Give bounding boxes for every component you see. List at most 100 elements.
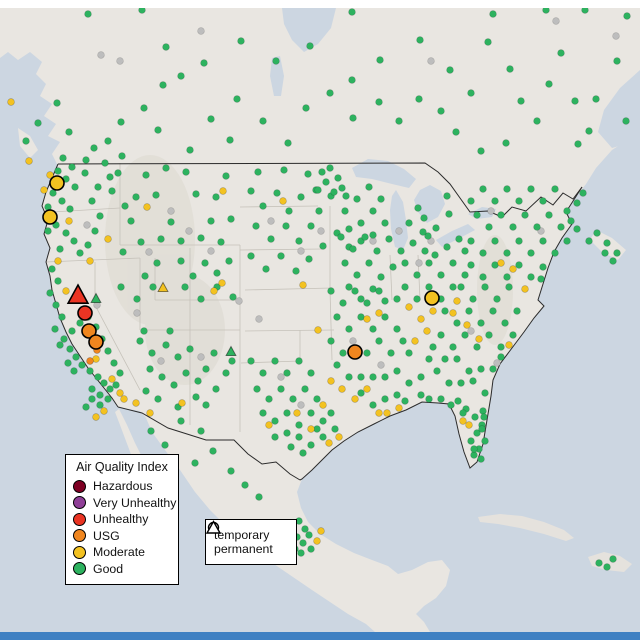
aqi-station-dot-good bbox=[88, 385, 96, 393]
aqi-station-dot-moderate bbox=[325, 439, 333, 447]
aqi-station-dot-good bbox=[515, 237, 523, 245]
aqi-station-dot-good bbox=[505, 283, 513, 291]
aqi-station-dot-good bbox=[283, 409, 291, 417]
aqi-station-dot-good bbox=[82, 403, 90, 411]
aqi-station-dot-good bbox=[421, 247, 429, 255]
aqi-station-dot-moderate bbox=[65, 217, 73, 225]
aqi-station-dot-moderate bbox=[40, 186, 48, 194]
aqi-station-dot-good bbox=[51, 325, 59, 333]
aqi-station-dot-good bbox=[34, 119, 42, 127]
aqi-station-dot-good bbox=[453, 319, 461, 327]
aqi-station-dot-good bbox=[489, 10, 497, 18]
aqi-legend-title: Air Quality Index bbox=[76, 460, 168, 474]
aqi-station-triangle-moderate bbox=[157, 281, 169, 293]
aqi-station-dot-good bbox=[609, 257, 617, 265]
aqi-station-dot-good bbox=[485, 223, 493, 231]
aqi-station-dot-usg bbox=[86, 357, 94, 365]
aqi-station-dot-good bbox=[162, 43, 170, 51]
aqi-station-dot-good bbox=[217, 238, 225, 246]
aqi-station-dot-good bbox=[132, 193, 140, 201]
aqi-station-dot-good bbox=[381, 313, 389, 321]
aqi-station-dot-good bbox=[469, 295, 477, 303]
aqi-station-dot-good bbox=[437, 271, 445, 279]
aqi-station-dot-moderate bbox=[497, 259, 505, 267]
aqi-station-dot-good bbox=[375, 98, 383, 106]
aqi-station-dot-good bbox=[127, 217, 135, 225]
aqi-station-dot-good bbox=[601, 249, 609, 257]
aqi-station-dot-good bbox=[137, 238, 145, 246]
aqi-station-dot-good bbox=[166, 327, 174, 335]
lake-huron bbox=[414, 185, 445, 223]
aqi-station-dot-good bbox=[88, 197, 96, 205]
aqi-station-dot-good bbox=[318, 168, 326, 176]
aqi-station-dot-good bbox=[307, 441, 315, 449]
aqi-station-dot-good bbox=[345, 325, 353, 333]
aqi-station-dot-good bbox=[425, 355, 433, 363]
aqi-station-dot-good bbox=[94, 373, 102, 381]
aqi-station-dot-good bbox=[326, 89, 334, 97]
aqi-station-dot-good bbox=[345, 373, 353, 381]
aqi-station-dot-good bbox=[443, 243, 451, 251]
aqi-station-dot-moderate bbox=[92, 413, 100, 421]
aqi-station-dot-good bbox=[375, 337, 383, 345]
aqi-station-dot-good bbox=[517, 97, 525, 105]
aqi-station-dot-good bbox=[177, 237, 185, 245]
aqi-station-dot-good bbox=[136, 337, 144, 345]
aqi-station-dot-good bbox=[341, 259, 349, 267]
aqi-station-dot-good bbox=[66, 345, 74, 353]
aqi-station-dot-good bbox=[186, 146, 194, 154]
aqi-station-dot-good bbox=[189, 272, 197, 280]
aqi-station-dot-moderate bbox=[363, 315, 371, 323]
aqi-station-dot-good bbox=[461, 331, 469, 339]
aqi-station-dot-good bbox=[142, 171, 150, 179]
aqi-station-dot-good bbox=[82, 156, 90, 164]
aqi-station-dot-good bbox=[267, 235, 275, 243]
aqi-station-dot-good bbox=[539, 263, 547, 271]
hazardous-swatch bbox=[73, 479, 86, 493]
aqi-station-dot-good bbox=[177, 72, 185, 80]
aqi-station-dot-good bbox=[106, 385, 114, 393]
aqi-station-dot-good bbox=[377, 195, 385, 203]
aqi-station-dot-good bbox=[446, 66, 454, 74]
aqi-station-dot-good bbox=[479, 407, 487, 415]
aqi-station-dot-good bbox=[459, 409, 467, 417]
aqi-station-dot-good bbox=[227, 467, 235, 475]
aqi-station-dot-good bbox=[292, 267, 300, 275]
aqi-station-dot-good bbox=[307, 222, 315, 230]
aqi-station-dot-good bbox=[345, 283, 353, 291]
aqi-station-dot-moderate bbox=[338, 385, 346, 393]
aqi-station-dot-good bbox=[401, 283, 409, 291]
triangle-marker-icon bbox=[206, 520, 221, 534]
aqi-station-dot-good bbox=[259, 117, 267, 125]
aqi-station-dot-good bbox=[363, 299, 371, 307]
aqi-station-dot-good bbox=[449, 343, 457, 351]
aqi-legend-label-moderate: Moderate bbox=[93, 545, 145, 560]
aqi-station-dot-moderate bbox=[314, 326, 322, 334]
aqi-station-dot-good bbox=[515, 261, 523, 269]
aqi-station-dot-good bbox=[233, 95, 241, 103]
aqi-station-dot-good bbox=[443, 192, 451, 200]
aqi-station-dot-moderate bbox=[100, 407, 108, 415]
aqi-station-dot-good bbox=[241, 481, 249, 489]
aqi-station-dot-good bbox=[46, 289, 54, 297]
aqi-station-dot-inactive bbox=[467, 327, 475, 335]
aqi-station-dot-moderate bbox=[120, 395, 128, 403]
aqi-station-dot-good bbox=[381, 297, 389, 305]
aqi-station-dot-good bbox=[515, 197, 523, 205]
aqi-station-dot-inactive bbox=[197, 27, 205, 35]
aqi-station-dot-inactive bbox=[167, 207, 175, 215]
aqi-station-dot-good bbox=[493, 295, 501, 303]
aqi-station-dot-good bbox=[170, 381, 178, 389]
aqi-station-dot-good bbox=[479, 249, 487, 257]
aqi-station-dot-good bbox=[247, 252, 255, 260]
aqi-station-dot-good bbox=[447, 401, 455, 409]
aqi-station-dot-good bbox=[431, 251, 439, 259]
aqi-station-dot-good bbox=[363, 349, 371, 357]
moderate-swatch bbox=[73, 545, 86, 559]
aqi-station-dot-moderate bbox=[210, 287, 218, 295]
aqi-station-dot-good bbox=[210, 349, 218, 357]
aqi-station-dot-good bbox=[262, 265, 270, 273]
aqi-station-dot-moderate bbox=[319, 401, 327, 409]
aqi-station-dot-good bbox=[345, 225, 353, 233]
